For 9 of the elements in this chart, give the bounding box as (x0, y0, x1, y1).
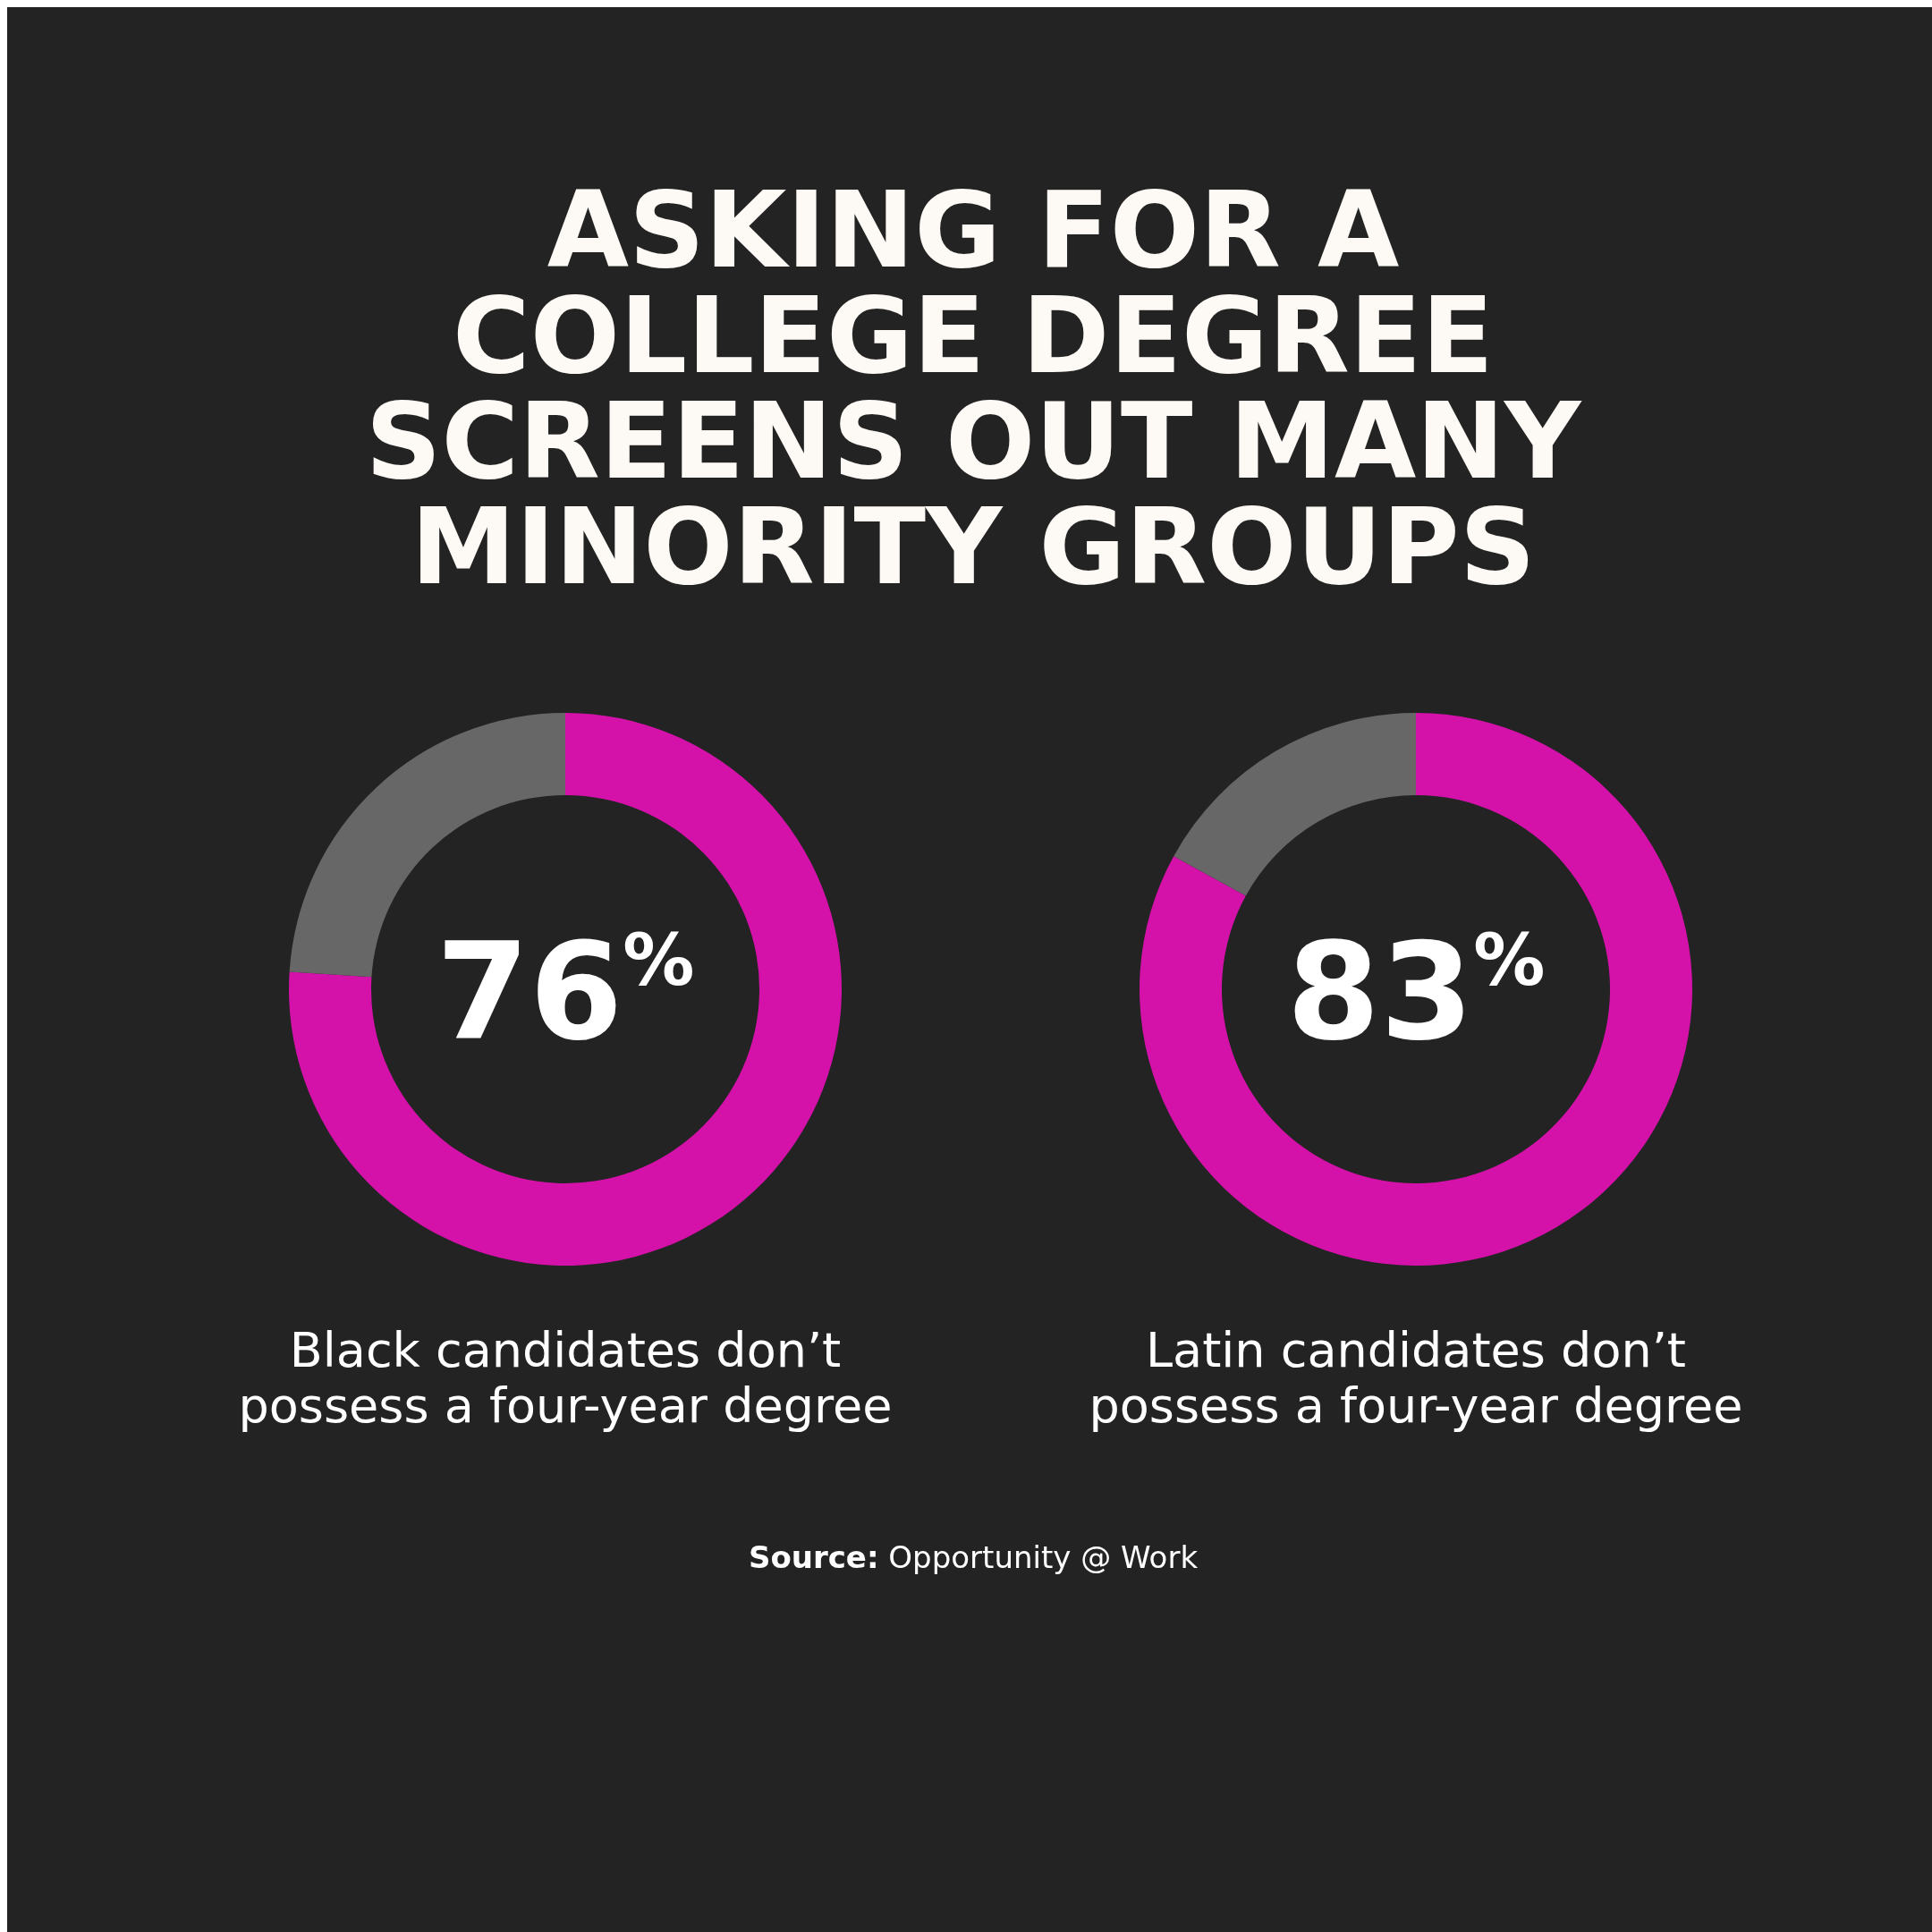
data-label: 76$^{%}$ (436, 914, 695, 1070)
chart-title: ASKING FOR A COLLEGE DEGREE SCREENS OUT MANY MINORITY GROUPS (365, 168, 1583, 608)
data-label: 83$^{%}$ (1286, 914, 1546, 1070)
text: Latin candidates don’t possess a four-year degree (1089, 1322, 1743, 1434)
text: Black candidates don’t possess a four-year degree (238, 1322, 893, 1434)
source-note: Source: Opportunity @ Work (748, 1539, 1199, 1575)
donut-slice (1174, 713, 1416, 896)
donut-slice (1140, 713, 1692, 1266)
donut-slice (289, 713, 842, 1266)
